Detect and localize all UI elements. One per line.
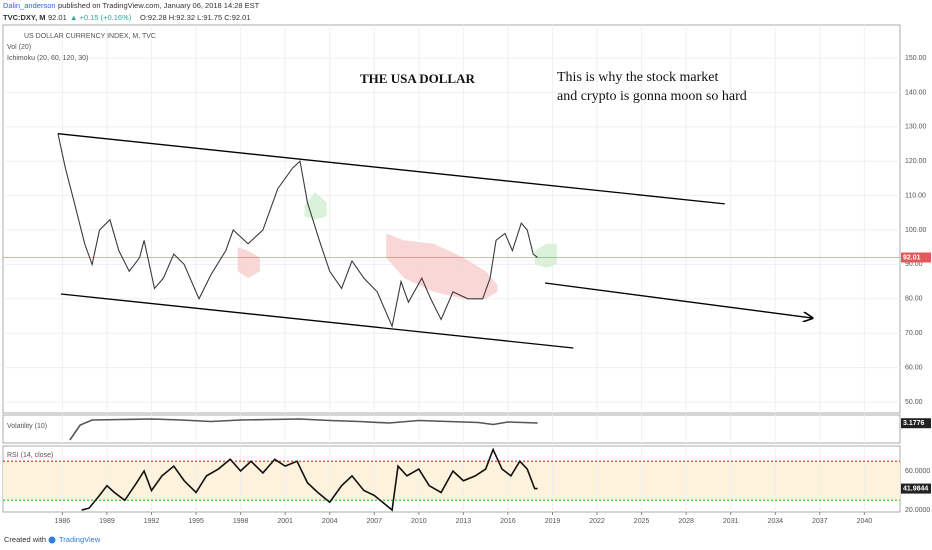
x-tick-label: 1986: [55, 518, 71, 525]
ichimoku-cloud: [237, 247, 260, 279]
ichimoku-cloud: [304, 192, 327, 220]
x-tick-label: 2022: [589, 518, 605, 525]
last-value-label: 92.01: [903, 254, 921, 261]
y-tick-label: 100.00: [905, 227, 927, 234]
x-tick-label: 2016: [500, 518, 516, 525]
x-tick-label: 2037: [812, 518, 828, 525]
ichimoku-cloud: [386, 233, 498, 299]
y-tick-label: 110.00: [905, 192, 926, 199]
y-tick-label: 80.00: [905, 296, 923, 303]
series-line: [69, 418, 538, 441]
x-tick-label: 2019: [545, 518, 561, 525]
x-tick-label: 1989: [99, 518, 115, 525]
ohlc: O:92.28 H:92.32 L:91.75 C:92.01: [140, 13, 251, 22]
author[interactable]: Dalin_anderson: [3, 1, 56, 10]
annotation: This is why the stock market: [557, 70, 718, 85]
x-tick-label: 2034: [767, 518, 783, 525]
published: published on TradingView.com, January 06…: [58, 1, 260, 10]
indicator-label: Vol (20): [7, 44, 31, 51]
x-tick-label: 2031: [723, 518, 739, 525]
y-tick-label: 120.00: [905, 158, 927, 165]
x-tick-label: 2013: [456, 518, 472, 525]
x-tick-label: 2025: [634, 518, 650, 525]
last-value-label: 41.9844: [903, 485, 928, 492]
y-tick-label: 130.00: [905, 124, 927, 131]
last-value-box: [901, 483, 931, 494]
x-tick-label: 2001: [277, 518, 293, 525]
trend-line: [60, 293, 574, 349]
band-fill: [3, 461, 900, 501]
trend-line: [544, 282, 812, 318]
trend-line: [57, 133, 725, 205]
annotation: and crypto is gonna moon so hard: [557, 89, 747, 104]
y-tick-label: 60.0000: [905, 468, 930, 475]
y-tick-label: 20.0000: [905, 507, 930, 514]
y-tick-label: 150.00: [905, 55, 927, 62]
pane-title: RSI (14, close): [7, 452, 53, 459]
x-tick-label: 1992: [144, 518, 160, 525]
x-tick-label: 2004: [322, 518, 338, 525]
y-tick-label: 50.00: [905, 399, 923, 406]
logo: [48, 536, 56, 544]
change: ▲ +0.15 (+0.16%): [70, 13, 132, 22]
pane: [2, 24, 901, 414]
x-tick-label: 1998: [233, 518, 249, 525]
pane: [2, 414, 901, 444]
y-tick-label: 90.00: [905, 261, 923, 268]
pane-title: Volatility (10): [7, 423, 47, 430]
last-value-label: 3.1776: [903, 420, 925, 427]
x-tick-label: 2010: [411, 518, 427, 525]
series-line: [57, 133, 538, 329]
ichimoku-cloud: [534, 243, 557, 268]
last-value-box: [901, 252, 931, 263]
chart-title: US DOLLAR CURRENCY INDEX, M, TVC: [24, 33, 156, 40]
indicator-label: Ichimoku (20, 60, 120, 30): [7, 55, 88, 62]
y-tick-label: 60.00: [905, 364, 923, 371]
annotation: THE USA DOLLAR: [360, 71, 475, 86]
footer-prefix: Created with: [4, 535, 46, 544]
footer-brand[interactable]: TradingView: [59, 535, 101, 544]
y-tick-label: 140.00: [905, 89, 927, 96]
x-tick-label: 1995: [188, 518, 204, 525]
price: 92.01: [48, 13, 67, 22]
y-tick-label: 70.00: [905, 330, 923, 337]
series-line: [81, 447, 538, 512]
x-tick-label: 2028: [678, 518, 694, 525]
footer: [0, 530, 932, 550]
x-tick-label: 2040: [857, 518, 873, 525]
x-tick-label: 2007: [366, 518, 382, 525]
symbol: TVC:DXY, M: [3, 13, 46, 22]
last-value-box: [901, 418, 931, 429]
